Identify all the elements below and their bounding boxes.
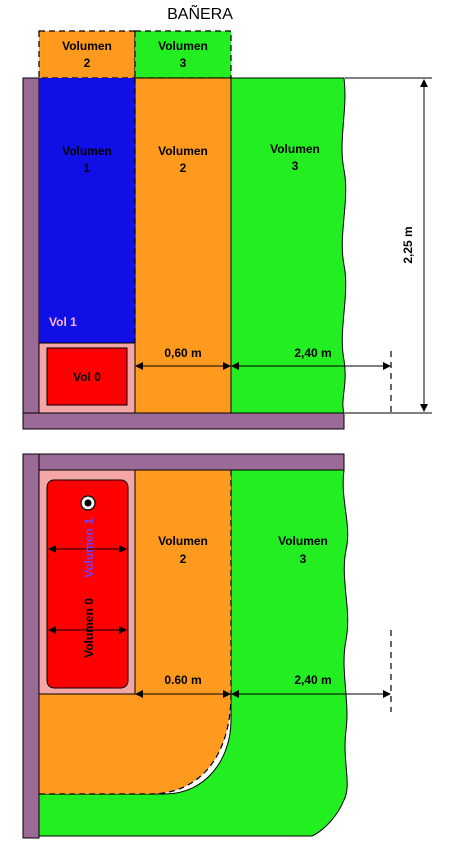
elevation-vol0-zone <box>46 347 128 406</box>
elevation-vol3-top-zone <box>134 30 232 79</box>
plan-vol2-label-1: Volumen <box>158 534 208 548</box>
plan-left-wall <box>22 453 40 839</box>
plan-top-wall <box>22 453 345 471</box>
elevation-vol2-zone <box>134 77 232 414</box>
elevation-vol2-top-zone <box>38 30 136 79</box>
elevation-floor <box>22 412 345 430</box>
plan-dim-240-label: 2,40 m <box>294 673 331 687</box>
elevation-vol0-short-label: Vol 0 <box>73 370 101 384</box>
elevation-vol3-label-2: 3 <box>292 159 299 173</box>
plan-vol0-label: Volumen 0 <box>82 598 96 658</box>
elevation-vol3-top-label-1: Volumen <box>158 39 208 53</box>
elevation-vol1-label-1: Volumen <box>62 144 112 158</box>
elevation-left-wall <box>22 77 40 430</box>
plan-vol3-label-2: 3 <box>300 552 307 566</box>
elevation-dim-240-label: 2,40 m <box>294 346 331 360</box>
plan-dim-060-label: 0.60 m <box>164 673 201 687</box>
plan-vol3-label-1: Volumen <box>278 534 328 548</box>
elevation-vol2-top-label-1: Volumen <box>62 39 112 53</box>
plan-vol1-label: Volumen 1 <box>82 518 96 578</box>
elevation-vol1-short-label: Vol 1 <box>49 315 77 329</box>
elevation-dim-060-label: 0,60 m <box>164 346 201 360</box>
elevation-view: Volumen 2 Volumen 3 Volumen 1 Volumen 2 … <box>22 30 432 430</box>
plan-vol2-label-2: 2 <box>180 552 187 566</box>
elevation-vol2-label-2: 2 <box>180 161 187 175</box>
elevation-vol2-top-label-2: 2 <box>84 56 91 70</box>
elevation-dim-225-label: 2,25 m <box>401 226 415 263</box>
title: BAÑERA <box>167 3 233 23</box>
plan-vol3-zone <box>38 469 349 837</box>
elevation-vol3-label-1: Volumen <box>270 142 320 156</box>
elevation-vol1-zone <box>39 78 135 343</box>
elevation-vol1-label-2: 1 <box>84 161 91 175</box>
elevation-vol3-top-label-2: 3 <box>180 56 187 70</box>
elevation-vol2-label-1: Volumen <box>158 144 208 158</box>
plan-vol0-zone <box>46 479 129 689</box>
elevation-vol3-zone <box>230 77 347 414</box>
plan-view: Volumen 0 Volumen 1 Volumen 2 Volumen 3 … <box>22 453 392 839</box>
